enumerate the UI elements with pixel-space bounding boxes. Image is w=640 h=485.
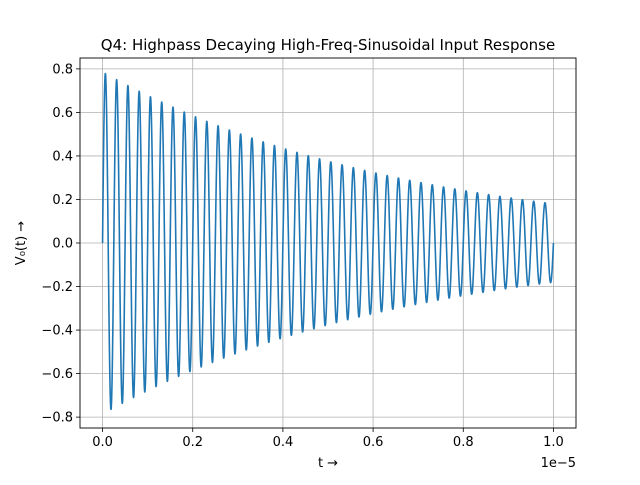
- y-tick-label: 0.4: [52, 149, 73, 164]
- x-tick-label: 0.0: [92, 435, 113, 450]
- x-tick-label: 0.2: [182, 435, 203, 450]
- y-tick-label: −0.6: [41, 367, 73, 382]
- y-tick-label: 0.2: [52, 193, 73, 208]
- series-line: [101, 72, 555, 411]
- y-tick-label: 0.0: [52, 237, 73, 252]
- y-axis-label: V₀(t) →: [14, 221, 29, 265]
- x-tick-label: 0.4: [273, 435, 294, 450]
- x-offset-label: 1e−5: [541, 456, 576, 471]
- chart-title: Q4: Highpass Decaying High-Freq-Sinusoid…: [101, 36, 555, 54]
- x-tick-label: 1.0: [543, 435, 564, 450]
- y-tick-label: −0.4: [41, 324, 73, 339]
- x-axis-label: t →: [318, 456, 338, 471]
- y-tick-label: 0.8: [52, 62, 73, 77]
- x-tick-label: 0.8: [453, 435, 474, 450]
- x-tick-label: 0.6: [363, 435, 384, 450]
- x-axis-ticks: 0.0 0.2 0.4 0.6 0.8 1.0: [92, 428, 564, 450]
- y-tick-label: −0.2: [41, 280, 73, 295]
- y-tick-label: 0.6: [52, 106, 73, 121]
- y-tick-label: −0.8: [41, 411, 73, 426]
- y-axis-ticks: −0.8 −0.6 −0.4 −0.2 0.0 0.2 0.4 0.6 0.8: [41, 62, 80, 426]
